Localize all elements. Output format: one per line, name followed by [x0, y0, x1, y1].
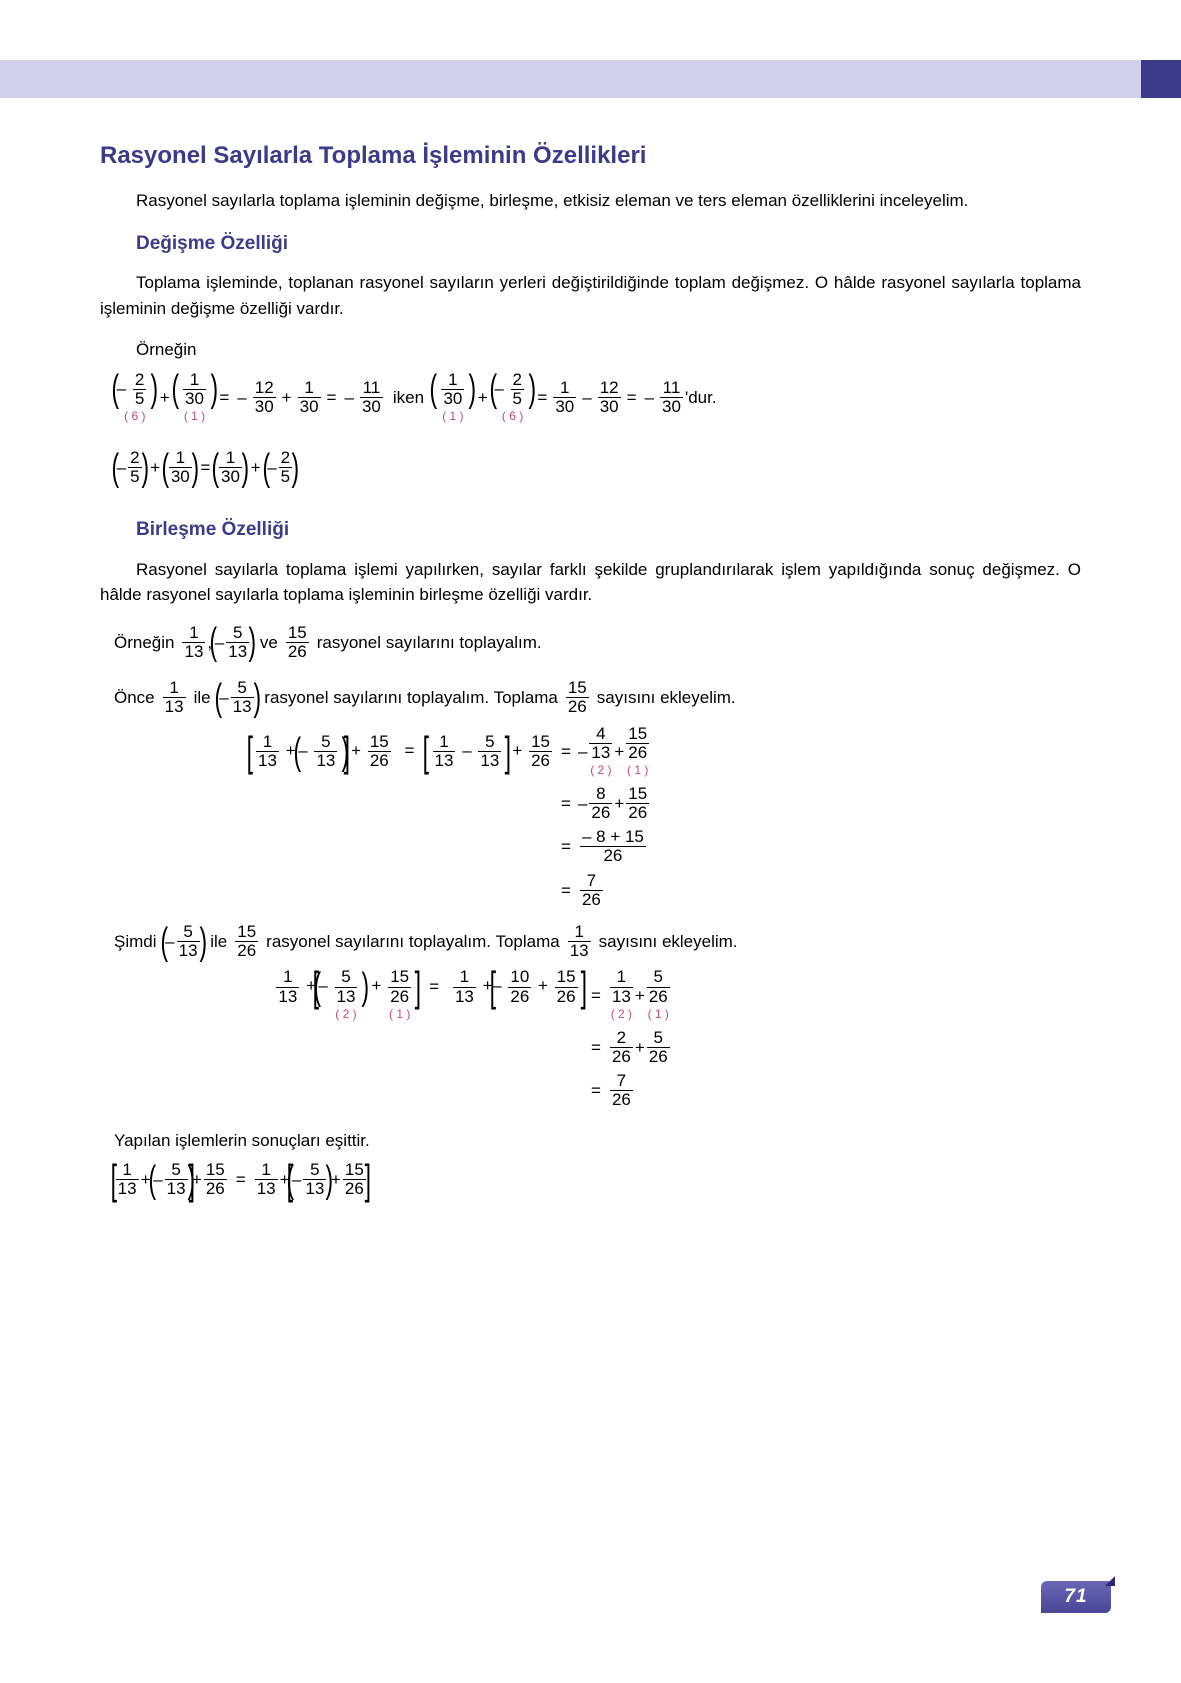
section1-heading: Değişme Özelliği [136, 230, 1081, 259]
top-margin [0, 0, 1181, 60]
section2-p3: Önce 113 ile (– 513 ) rasyonel sayıların… [114, 679, 1081, 716]
header-banner [0, 60, 1141, 98]
page-title: Rasyonel Sayılarla Toplama İşleminin Öze… [100, 138, 1081, 174]
intro-text: Rasyonel sayılarla toplama işleminin değ… [100, 188, 1081, 214]
eq-associative-A: [ 113 +(– 513 )] + 1526 = [ 113 – 513 ] … [114, 725, 1081, 910]
content-area: Rasyonel Sayılarla Toplama İşleminin Öze… [0, 98, 1181, 1198]
section2-p5: Yapılan işlemlerin sonuçları eşittir. [114, 1128, 1081, 1154]
eq-associative-B: 113 +[(– 513 ( 2 ) ) + 1526 ( 1 ) ] = 11… [114, 968, 1081, 1109]
eq-commutative-1: (– 25 ) ( 6 ) + ( 130 ) ( 1 ) = – 1230 +… [114, 371, 1081, 425]
banner-tab [1165, 60, 1181, 98]
section2-p4: Şimdi (– 513 ) ile 1526 rasyonel sayılar… [114, 923, 1081, 960]
eq-associative-C: [ 113 +(– 513 )] + 1526 = 113 +[(– 513 )… [114, 1161, 1081, 1198]
section2-heading: Birleşme Özelliği [136, 516, 1081, 545]
page-number: 71 [1041, 1581, 1111, 1613]
eq-commutative-2: (– 25 ) + ( 130 ) = ( 130 ) + (– 25 ) [114, 449, 1081, 486]
page: Rasyonel Sayılarla Toplama İşleminin Öze… [0, 0, 1181, 1683]
section1-p1: Toplama işleminde, toplanan rasyonel say… [100, 270, 1081, 321]
section2-p1: Rasyonel sayılarla toplama işlemi yapılı… [100, 557, 1081, 608]
section2-p2: Örneğin 113, (– 513 ) ve 1526 rasyonel s… [114, 624, 1081, 661]
ornegin-label: Örneğin [136, 337, 1081, 363]
